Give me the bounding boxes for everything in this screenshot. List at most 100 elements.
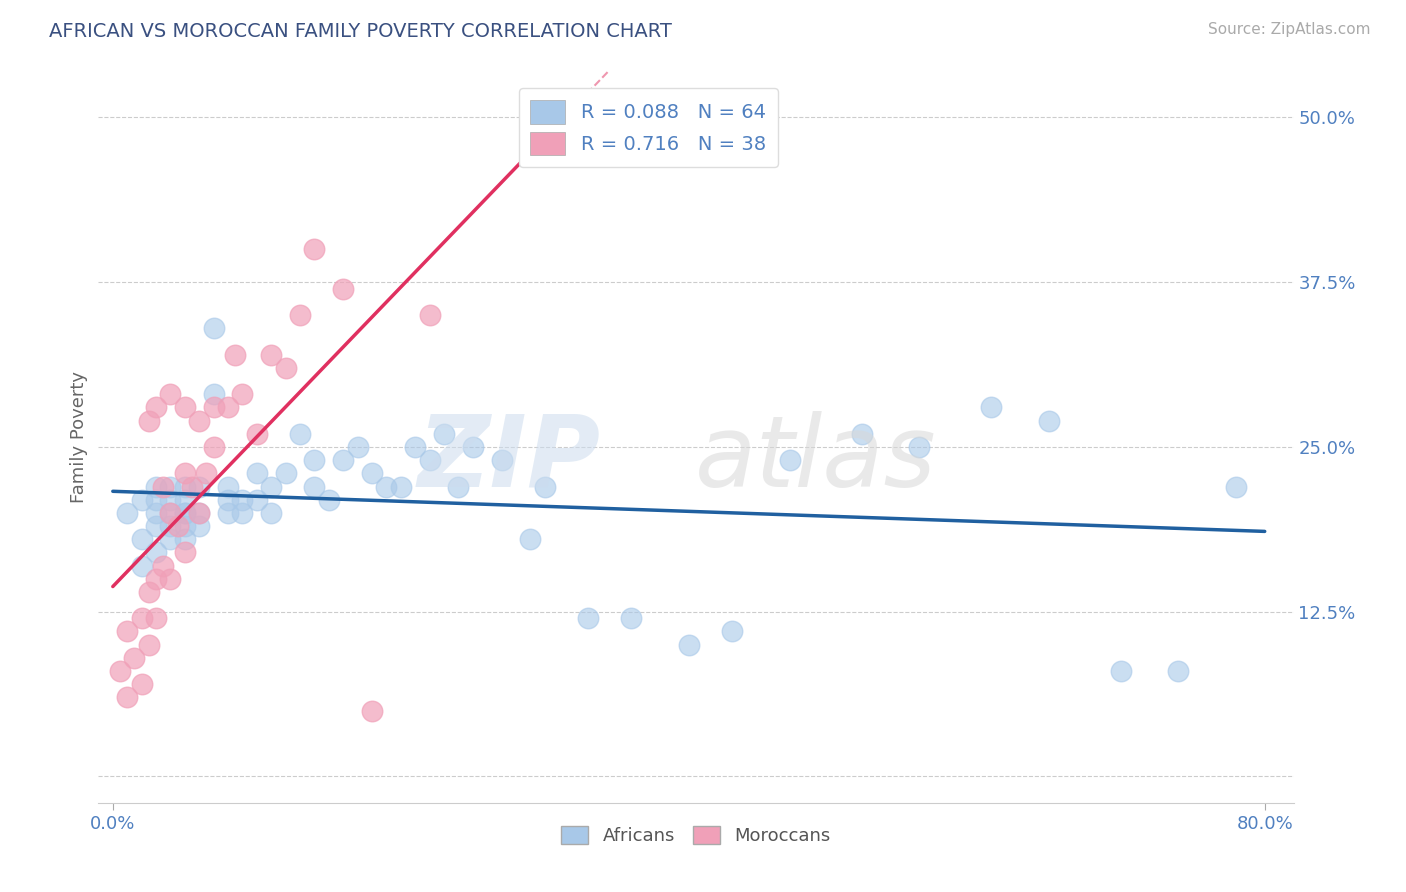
Point [1109, 664, 1132, 678]
Point [288, 426, 311, 441]
Point [173, 506, 195, 520]
Text: ZIP: ZIP [418, 410, 600, 508]
Point [908, 440, 931, 454]
Point [173, 519, 195, 533]
Point [533, 479, 555, 493]
Point [181, 479, 204, 493]
Point [145, 506, 167, 520]
Point [159, 506, 181, 520]
Point [145, 401, 167, 415]
Point [131, 558, 153, 573]
Point [1167, 664, 1189, 678]
Point [188, 479, 211, 493]
Point [173, 545, 195, 559]
Point [491, 453, 513, 467]
Point [159, 572, 181, 586]
Point [159, 492, 181, 507]
Point [231, 492, 253, 507]
Point [138, 638, 160, 652]
Point [131, 533, 153, 547]
Point [274, 360, 297, 375]
Point [159, 387, 181, 401]
Point [404, 440, 426, 454]
Text: AFRICAN VS MOROCCAN FAMILY POVERTY CORRELATION CHART: AFRICAN VS MOROCCAN FAMILY POVERTY CORRE… [49, 22, 672, 41]
Point [721, 624, 744, 639]
Point [260, 506, 283, 520]
Point [145, 479, 167, 493]
Point [419, 308, 441, 322]
Point [217, 492, 239, 507]
Point [217, 401, 239, 415]
Point [173, 492, 195, 507]
Point [159, 506, 181, 520]
Point [1225, 479, 1247, 493]
Point [152, 479, 174, 493]
Point [274, 467, 297, 481]
Point [166, 519, 188, 533]
Point [980, 401, 1002, 415]
Point [519, 533, 541, 547]
Text: Source: ZipAtlas.com: Source: ZipAtlas.com [1208, 22, 1371, 37]
Point [346, 440, 368, 454]
Point [260, 479, 283, 493]
Point [152, 558, 174, 573]
Legend: Africans, Moroccans: Africans, Moroccans [554, 819, 838, 852]
Point [419, 453, 441, 467]
Point [115, 690, 138, 705]
Point [131, 677, 153, 691]
Point [361, 467, 384, 481]
Point [131, 611, 153, 625]
Point [202, 387, 225, 401]
Point [231, 506, 253, 520]
Point [246, 426, 269, 441]
Point [332, 282, 354, 296]
Point [246, 492, 269, 507]
Point [851, 426, 873, 441]
Point [138, 585, 160, 599]
Point [124, 650, 146, 665]
Point [576, 611, 599, 625]
Point [1038, 414, 1060, 428]
Point [447, 479, 470, 493]
Point [332, 453, 354, 467]
Point [131, 492, 153, 507]
Point [173, 506, 195, 520]
Point [138, 414, 160, 428]
Point [159, 479, 181, 493]
Point [389, 479, 412, 493]
Y-axis label: Family Poverty: Family Poverty [70, 371, 89, 503]
Point [188, 506, 211, 520]
Point [202, 440, 225, 454]
Point [304, 242, 326, 256]
Point [173, 533, 195, 547]
Point [217, 479, 239, 493]
Point [231, 387, 253, 401]
Point [224, 348, 246, 362]
Point [361, 704, 384, 718]
Point [115, 506, 138, 520]
Point [288, 308, 311, 322]
Point [159, 519, 181, 533]
Point [173, 467, 195, 481]
Point [173, 401, 195, 415]
Point [188, 519, 211, 533]
Point [217, 506, 239, 520]
Point [433, 426, 456, 441]
Point [145, 492, 167, 507]
Point [108, 664, 131, 678]
Point [375, 479, 398, 493]
Point [145, 611, 167, 625]
Point [188, 506, 211, 520]
Text: atlas: atlas [695, 410, 936, 508]
Point [195, 467, 218, 481]
Point [145, 519, 167, 533]
Point [246, 467, 269, 481]
Point [159, 533, 181, 547]
Point [461, 440, 484, 454]
Point [115, 624, 138, 639]
Point [202, 401, 225, 415]
Point [260, 348, 283, 362]
Point [678, 638, 700, 652]
Point [145, 545, 167, 559]
Point [620, 611, 643, 625]
